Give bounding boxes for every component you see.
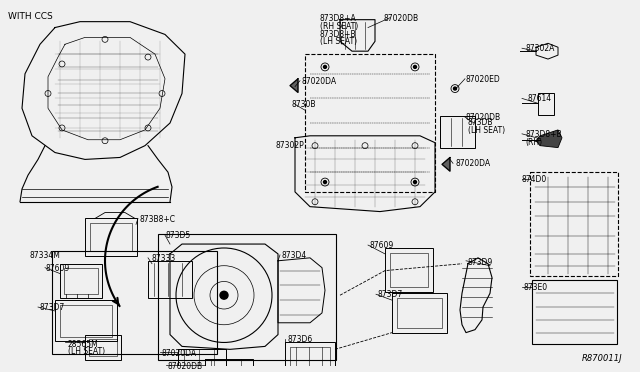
Text: 87020DA: 87020DA <box>455 160 490 169</box>
Text: 28565M: 28565M <box>68 340 99 349</box>
Circle shape <box>413 65 417 68</box>
Text: 873B8+C: 873B8+C <box>140 215 176 224</box>
Text: 87334M: 87334M <box>30 251 61 260</box>
Bar <box>392 293 447 333</box>
Text: 87020ED: 87020ED <box>466 75 500 84</box>
Bar <box>89 339 117 356</box>
Bar <box>90 224 132 251</box>
Text: WITH CCS: WITH CCS <box>8 12 52 21</box>
Text: 87302P: 87302P <box>275 141 304 150</box>
Text: 873E0: 873E0 <box>524 283 548 292</box>
Text: 87020DA: 87020DA <box>162 349 197 358</box>
Text: 873D7: 873D7 <box>40 303 65 312</box>
Text: 87333: 87333 <box>152 254 176 263</box>
Bar <box>532 280 617 344</box>
Circle shape <box>220 291 228 299</box>
Bar <box>148 261 192 298</box>
Text: 873D7: 873D7 <box>378 290 403 299</box>
Bar <box>390 253 428 287</box>
Polygon shape <box>536 130 562 148</box>
Text: 873D8+A: 873D8+A <box>320 14 356 23</box>
Circle shape <box>413 180 417 183</box>
Bar <box>85 218 137 256</box>
Bar <box>440 116 475 148</box>
Bar <box>290 347 330 372</box>
Circle shape <box>454 87 456 90</box>
Text: 873D9: 873D9 <box>468 258 493 267</box>
Text: 87614: 87614 <box>527 94 551 103</box>
Bar <box>52 251 217 354</box>
Text: 8730B: 8730B <box>291 100 316 109</box>
Bar <box>538 93 554 115</box>
Text: R870011J: R870011J <box>581 354 622 363</box>
Text: 873D6: 873D6 <box>287 334 312 344</box>
Bar <box>60 264 102 298</box>
Bar <box>205 359 253 372</box>
Text: 87020DA: 87020DA <box>302 77 337 86</box>
Text: (LH SEAT): (LH SEAT) <box>68 347 105 356</box>
Bar <box>285 343 335 372</box>
Text: 87302A: 87302A <box>525 44 554 53</box>
Bar <box>397 298 442 328</box>
Bar <box>64 268 98 294</box>
Circle shape <box>323 180 326 183</box>
Text: 873D8+B: 873D8+B <box>320 29 356 39</box>
Text: (LH SEAT): (LH SEAT) <box>320 38 357 46</box>
Bar <box>55 300 117 341</box>
Polygon shape <box>290 79 298 93</box>
Bar <box>60 305 112 337</box>
Text: 87609: 87609 <box>45 264 69 273</box>
Text: (RH): (RH) <box>525 138 542 147</box>
Text: 87020DB: 87020DB <box>384 14 419 23</box>
Text: 874D0: 874D0 <box>522 175 547 184</box>
Bar <box>385 248 433 292</box>
Text: 87020DB: 87020DB <box>168 362 203 371</box>
Circle shape <box>323 65 326 68</box>
Text: 873D4: 873D4 <box>282 251 307 260</box>
Text: 873D5: 873D5 <box>165 231 190 240</box>
Text: (LH SEAT): (LH SEAT) <box>468 126 505 135</box>
Text: 87609: 87609 <box>370 241 394 250</box>
Text: 87020DB: 87020DB <box>466 113 501 122</box>
Polygon shape <box>442 157 450 171</box>
Text: 873DB: 873DB <box>468 118 493 127</box>
Bar <box>305 54 435 192</box>
Text: (RH SEAT): (RH SEAT) <box>320 22 358 31</box>
Bar <box>530 172 618 276</box>
Text: 873D8+B: 873D8+B <box>525 130 562 139</box>
Bar <box>158 234 336 360</box>
Bar <box>85 334 121 360</box>
Bar <box>178 349 226 371</box>
